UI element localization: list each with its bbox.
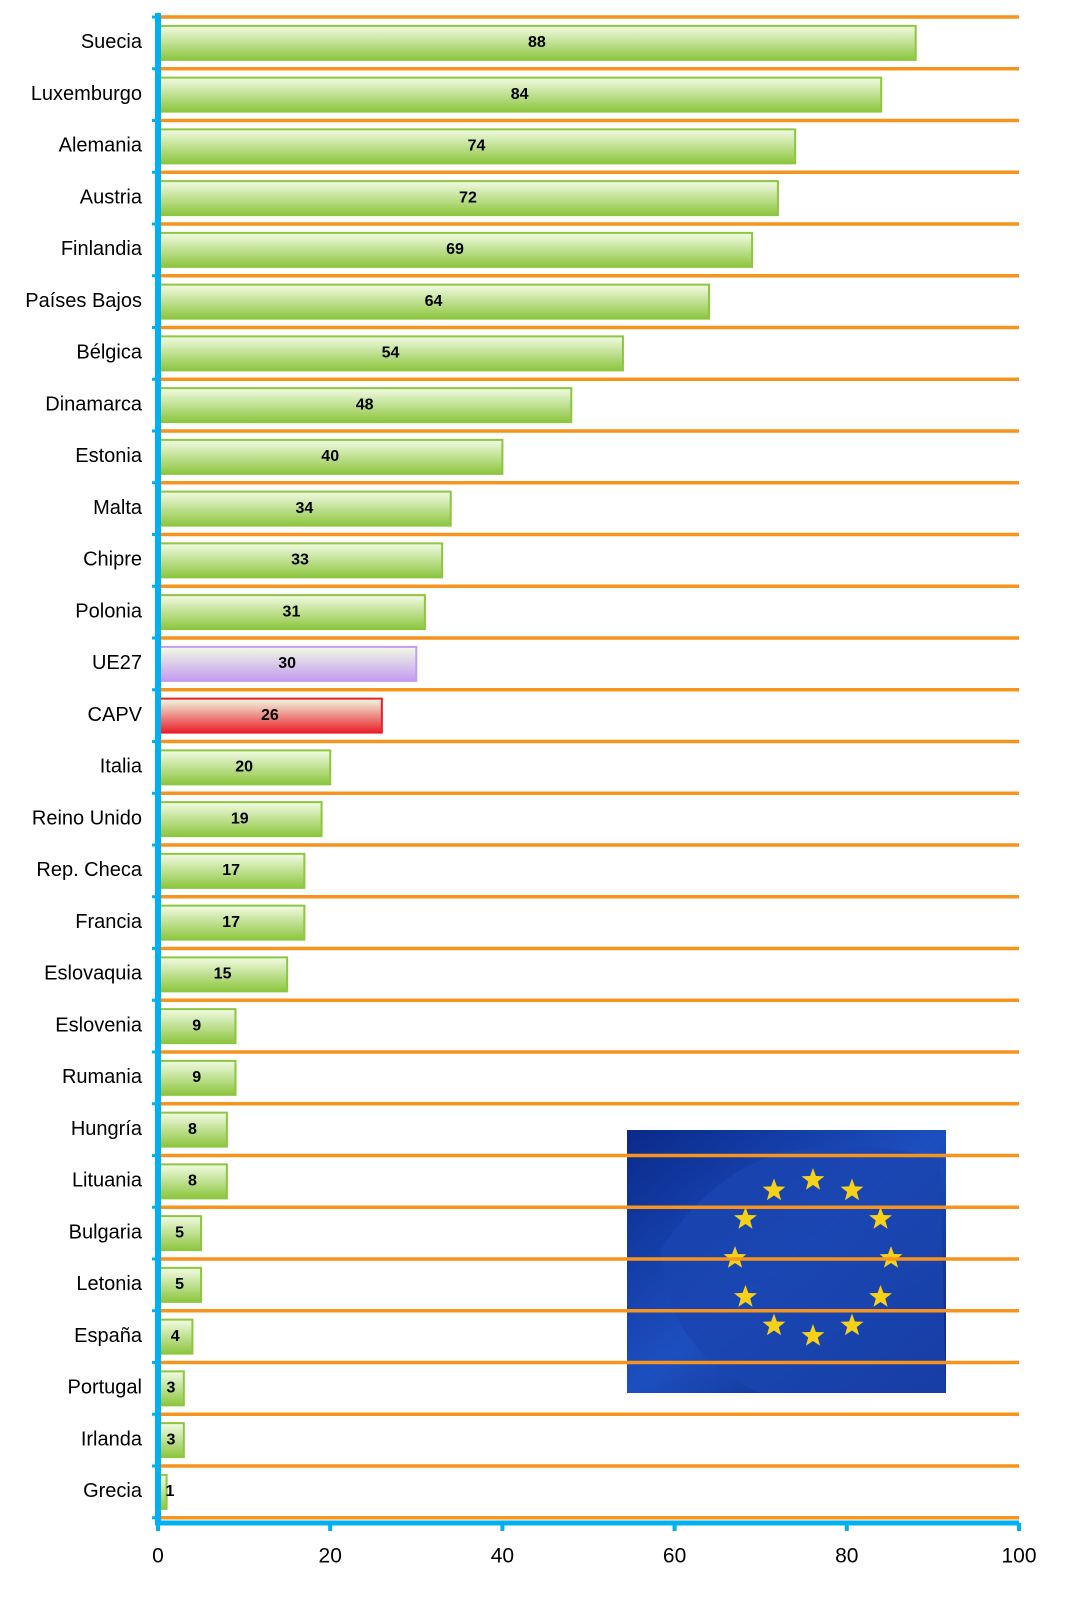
- value-label: 5: [175, 1276, 184, 1293]
- bar: [157, 697, 383, 734]
- category-label: Alemania: [59, 135, 143, 157]
- value-label: 33: [291, 552, 309, 569]
- value-label: 17: [222, 862, 240, 879]
- x-tick-label: 0: [152, 1545, 164, 1568]
- value-label: 3: [166, 1380, 175, 1397]
- category-label: Estonia: [75, 445, 143, 467]
- value-label: 74: [468, 138, 486, 155]
- value-label: 8: [188, 1173, 197, 1190]
- bar: [157, 645, 418, 682]
- category-label: Finlandia: [61, 238, 143, 260]
- bar: [157, 490, 452, 527]
- category-label: Bélgica: [76, 342, 142, 364]
- flag-star: [801, 1168, 825, 1190]
- value-label: 26: [261, 707, 279, 724]
- category-label: Bulgaria: [69, 1221, 143, 1243]
- flag-star: [762, 1313, 786, 1336]
- eu-flag-image: [627, 1130, 946, 1393]
- bar: [157, 128, 797, 165]
- value-label: 30: [278, 655, 296, 672]
- flag-star: [801, 1324, 825, 1346]
- x-tick-label: 20: [319, 1545, 342, 1568]
- category-label: UE27: [92, 652, 142, 674]
- category-label: CAPV: [88, 704, 143, 726]
- category-label: Suecia: [81, 31, 143, 53]
- bar: [157, 956, 289, 993]
- x-tick-label: 80: [835, 1545, 858, 1568]
- value-label: 19: [231, 810, 249, 827]
- value-label: 4: [171, 1328, 180, 1345]
- value-label: 20: [235, 759, 253, 776]
- value-label: 34: [295, 500, 313, 517]
- bar: [157, 1111, 228, 1148]
- category-label: Francia: [75, 911, 143, 933]
- value-label: 54: [382, 345, 400, 362]
- bar: [157, 1318, 194, 1355]
- bar: [157, 749, 332, 786]
- bar: [157, 852, 306, 889]
- value-label: 40: [321, 448, 339, 465]
- category-label: Portugal: [68, 1377, 143, 1399]
- value-label: 88: [528, 34, 546, 51]
- category-label: Reino Unido: [32, 807, 142, 829]
- flag-star: [869, 1285, 892, 1307]
- bar: [157, 1422, 185, 1459]
- flag-star: [734, 1285, 757, 1307]
- category-label: Lituania: [72, 1170, 143, 1192]
- value-label: 64: [425, 293, 443, 310]
- flag-star: [734, 1207, 757, 1229]
- value-label: 31: [283, 603, 301, 620]
- flag-star: [869, 1207, 892, 1229]
- bar: [157, 438, 504, 475]
- bar: [157, 1370, 185, 1407]
- value-label: 15: [214, 966, 232, 983]
- category-label: Hungría: [71, 1118, 143, 1140]
- value-label: 1: [166, 1483, 175, 1500]
- value-label: 9: [192, 1069, 201, 1086]
- category-label: Dinamarca: [45, 393, 143, 415]
- bar: [157, 180, 779, 217]
- value-label: 84: [511, 86, 529, 103]
- category-label: Malta: [93, 497, 143, 519]
- bar: [157, 594, 426, 631]
- category-label: Italia: [100, 756, 143, 778]
- bar: [157, 801, 323, 838]
- flag-star: [879, 1246, 903, 1268]
- bar: [157, 1215, 203, 1252]
- category-label: Letonia: [76, 1273, 142, 1295]
- category-label: Países Bajos: [25, 290, 142, 312]
- category-label: Rumania: [62, 1066, 143, 1088]
- category-label: Grecia: [83, 1480, 143, 1502]
- x-tick-label: 40: [491, 1545, 514, 1568]
- x-tick-label: 100: [1001, 1545, 1036, 1568]
- flag-star: [840, 1178, 864, 1201]
- category-label: Austria: [80, 186, 143, 208]
- category-label: Chipre: [83, 549, 142, 571]
- value-label: 3: [166, 1431, 175, 1448]
- category-label: Rep. Checa: [36, 859, 142, 881]
- value-label: 17: [222, 914, 240, 931]
- flag-star: [840, 1313, 864, 1336]
- x-tick-label: 60: [663, 1545, 686, 1568]
- category-label: Eslovenia: [55, 1014, 143, 1036]
- value-label: 8: [188, 1121, 197, 1138]
- flag-star: [723, 1246, 747, 1268]
- category-label: Irlanda: [81, 1428, 143, 1450]
- bar: [157, 1059, 237, 1096]
- category-label: España: [74, 1325, 143, 1347]
- flag-star: [762, 1178, 786, 1201]
- value-label: 5: [175, 1224, 184, 1241]
- value-label: 9: [192, 1017, 201, 1034]
- value-label: 72: [459, 189, 477, 206]
- category-label: Eslovaquia: [44, 963, 143, 985]
- category-label: Polonia: [75, 600, 143, 622]
- value-label: 69: [446, 241, 464, 258]
- category-label: Luxemburgo: [31, 83, 142, 105]
- value-label: 48: [356, 396, 374, 413]
